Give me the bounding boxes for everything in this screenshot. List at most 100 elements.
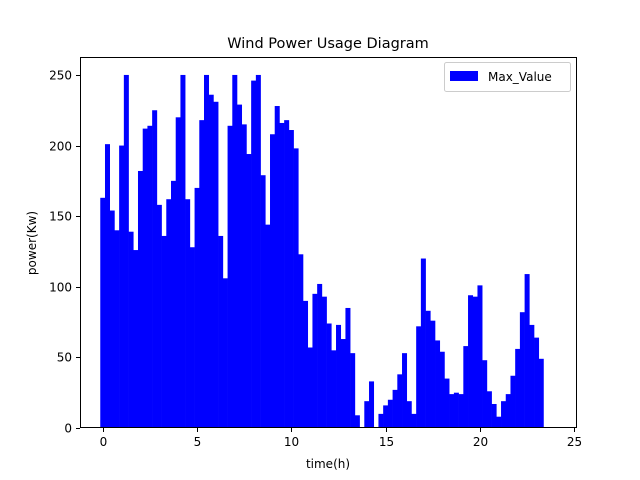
bar <box>312 293 318 428</box>
bar <box>100 197 106 428</box>
bar <box>166 199 172 428</box>
bar <box>274 106 280 429</box>
bar <box>524 274 530 428</box>
bar <box>222 278 228 428</box>
bar <box>477 285 483 428</box>
x-tick-label: 5 <box>194 435 202 449</box>
bar <box>123 74 129 428</box>
bar <box>180 74 186 428</box>
bar <box>463 346 469 428</box>
bar <box>147 125 153 428</box>
bar <box>171 180 177 428</box>
bar <box>515 348 521 428</box>
bar <box>486 391 492 428</box>
y-ticks: 0 50 100 150 200 250 <box>49 69 80 436</box>
legend-label-max-value: Max_Value <box>488 70 552 84</box>
bar <box>246 154 252 428</box>
legend: Max_Value <box>444 62 571 92</box>
bar <box>444 378 450 428</box>
bar <box>237 104 243 428</box>
bar <box>468 295 474 428</box>
bar <box>142 128 148 429</box>
bar <box>137 170 143 429</box>
bar <box>284 120 290 428</box>
bar <box>387 399 393 428</box>
y-tick-label: 50 <box>57 351 72 365</box>
bar <box>534 337 540 428</box>
x-tick-label: 20 <box>473 435 488 449</box>
bar-series-max-value <box>100 74 544 429</box>
y-tick-label: 250 <box>49 69 72 83</box>
bar <box>241 124 247 429</box>
bar <box>439 351 445 428</box>
bar <box>538 358 544 428</box>
bar <box>378 413 384 428</box>
bar <box>321 296 327 428</box>
axes <box>80 57 577 428</box>
bar <box>397 374 403 428</box>
bar <box>350 353 356 428</box>
bar <box>383 405 389 428</box>
bar <box>505 394 511 428</box>
bar <box>529 324 535 428</box>
bar <box>156 204 162 428</box>
y-tick-label: 100 <box>49 281 72 295</box>
bar <box>416 326 422 428</box>
bar <box>336 324 342 428</box>
bar <box>501 401 507 428</box>
bar <box>185 199 191 428</box>
bar <box>152 110 158 428</box>
y-tick-label: 150 <box>49 210 72 224</box>
bar <box>288 130 294 428</box>
bar <box>293 148 299 428</box>
bar <box>208 94 214 428</box>
legend-swatch-max-value <box>450 71 478 81</box>
y-tick-label: 0 <box>64 422 72 436</box>
x-tick-label: 15 <box>379 435 394 449</box>
x-tick-label: 10 <box>284 435 299 449</box>
bar <box>109 210 115 428</box>
bar <box>213 101 219 428</box>
chart-title: Wind Power Usage Diagram <box>227 36 429 52</box>
bar <box>119 145 125 428</box>
bar <box>255 74 261 428</box>
bar <box>199 120 205 428</box>
bar <box>354 415 360 428</box>
x-ticks: 0 5 10 15 20 25 <box>100 428 582 449</box>
x-tick-label: 0 <box>100 435 108 449</box>
bar <box>227 125 233 428</box>
bar <box>189 247 195 428</box>
bar <box>270 134 276 428</box>
bar <box>340 339 346 428</box>
bar <box>128 231 134 428</box>
bar <box>104 144 110 428</box>
bar <box>298 254 304 428</box>
bar <box>411 413 417 428</box>
bar <box>364 401 370 428</box>
bar <box>133 250 139 428</box>
bar <box>194 187 200 428</box>
bar <box>345 307 351 428</box>
bar <box>458 394 464 428</box>
bar <box>472 296 478 428</box>
bar <box>331 350 337 428</box>
y-tick-label: 200 <box>49 140 72 154</box>
bar <box>496 416 502 428</box>
bar <box>482 360 488 428</box>
bar <box>402 353 408 428</box>
bar <box>491 403 497 428</box>
bar <box>326 323 332 428</box>
x-axis-label: time(h) <box>306 457 350 471</box>
bar <box>453 392 459 428</box>
bar <box>519 312 525 428</box>
bar <box>317 283 323 428</box>
bar <box>406 401 412 428</box>
bar <box>303 300 309 428</box>
bar <box>449 394 455 428</box>
bar <box>232 74 238 428</box>
bar <box>425 310 431 428</box>
bar <box>218 235 224 428</box>
bar <box>265 224 271 428</box>
bar <box>114 230 120 428</box>
